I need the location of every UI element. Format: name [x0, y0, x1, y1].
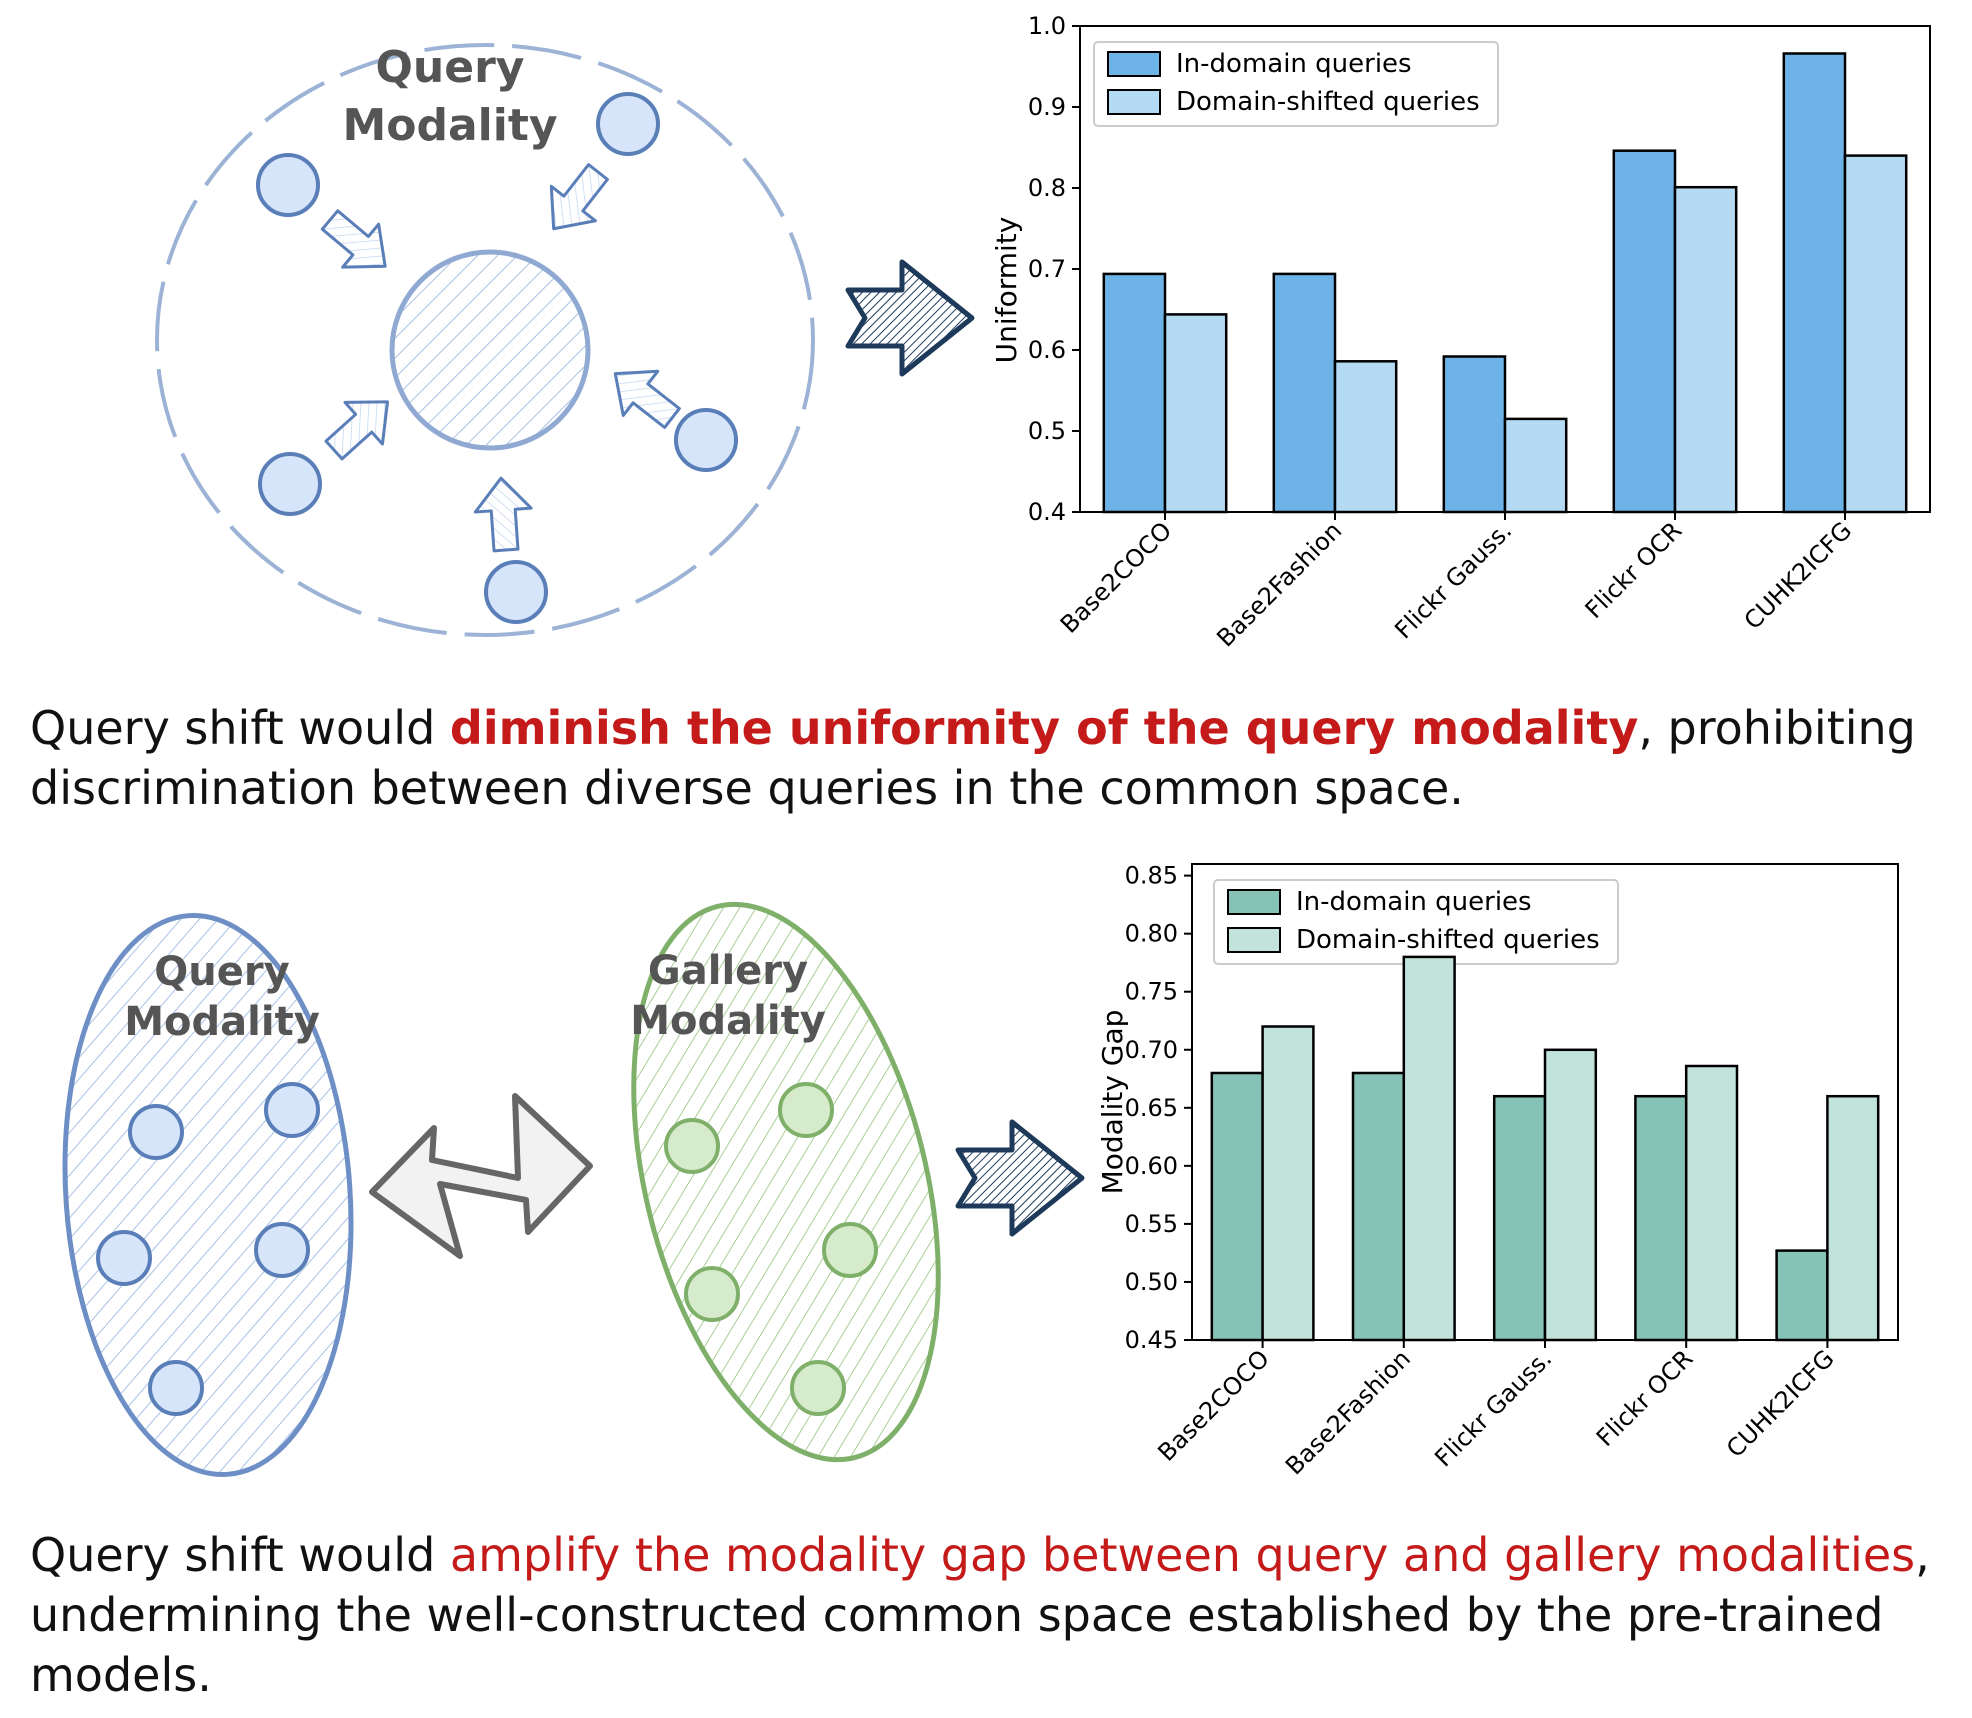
flow-arrow-icon — [845, 259, 975, 377]
uniformity-y-tick-label-3: 0.7 — [1028, 255, 1066, 283]
caption-text-suffix: , undermining the well-constructed commo… — [30, 1528, 1930, 1702]
uniformity-legend: In-domain queries Domain-shifted queries — [1093, 41, 1499, 127]
caption-text-prefix: Query shift would — [30, 701, 450, 755]
uniformity-y-tick-label-1: 0.5 — [1028, 417, 1066, 445]
modality-gap-bar-domain-shifted-3 — [1684, 1064, 1739, 1342]
caption-highlight: diminish the uniformity of the query mod… — [449, 701, 1639, 755]
modality-gap-bar-in-domain-1 — [1351, 1071, 1406, 1342]
legend-swatch-domain-shifted — [1227, 927, 1281, 953]
uniformity-y-tick-label-0: 0.4 — [1028, 498, 1066, 526]
uniformity-bar-in-domain-3 — [1612, 149, 1677, 514]
uniformity-x-tick-label-4: CUHK2ICFG — [1739, 516, 1858, 635]
uniformity-chart: Uniformity In-domain queries Domain-shif… — [990, 12, 1931, 652]
double-arrow-icon — [369, 1093, 593, 1259]
uniformity-bar-domain-shifted-1 — [1333, 360, 1398, 514]
modality-gap-caption: Query shift would amplify the modality g… — [30, 1525, 1950, 1705]
uniformity-y-tick-label-6: 1.0 — [1028, 12, 1066, 40]
uniformity-bar-domain-shifted-2 — [1503, 417, 1568, 514]
modality-gap-chart: Modality Gap In-domain queries Domain-sh… — [1100, 862, 1899, 1480]
modality-gap-bar-domain-shifted-4 — [1826, 1094, 1880, 1342]
legend-frame — [1093, 41, 1499, 127]
legend-swatch-domain-shifted — [1107, 89, 1161, 115]
caption-highlight: amplify the modality gap between query a… — [449, 1528, 1916, 1582]
collapsed-query-cluster — [389, 249, 591, 451]
modality-gap-bar-in-domain-3 — [1634, 1094, 1688, 1342]
flow-arrow-icon — [955, 1119, 1085, 1237]
modality-gap-x-tick-label-2: Flickr Gauss. — [1429, 1344, 1557, 1472]
modality-gap-legend: In-domain queries Domain-shifted queries — [1213, 879, 1619, 965]
gallery-modality-label-line1: Gallery — [648, 948, 808, 994]
modality-gap-x-tick-label-4: CUHK2ICFG — [1721, 1344, 1840, 1463]
modality-gap-x-tick-label-3: Flickr OCR — [1591, 1344, 1699, 1452]
modality-gap-y-tick-label-3: 0.60 — [1125, 1152, 1178, 1180]
modality-gap-y-tick-label-7: 0.80 — [1125, 920, 1178, 948]
uniformity-y-tick-label-5: 0.9 — [1028, 93, 1066, 121]
query-point-icon — [96, 1082, 320, 1416]
legend-label-in-domain: In-domain queries — [1176, 49, 1412, 79]
uniformity-bar-domain-shifted-0 — [1163, 313, 1228, 514]
uniformity-y-tick-label-2: 0.6 — [1028, 336, 1066, 364]
uniformity-bar-in-domain-1 — [1272, 272, 1337, 514]
modality-gap-y-tick-label-2: 0.55 — [1125, 1210, 1178, 1238]
query-modality-label-line2: Modality — [342, 100, 557, 151]
query-modality-region — [62, 913, 354, 1477]
uniformity-diagram: Query Modality — [155, 42, 975, 637]
uniformity-bar-in-domain-4 — [1782, 52, 1847, 514]
uniformity-bar-in-domain-0 — [1102, 272, 1167, 514]
legend-label-domain-shifted: Domain-shifted queries — [1296, 925, 1600, 955]
legend-label-domain-shifted: Domain-shifted queries — [1176, 87, 1480, 117]
query-modality-label-line1: Query — [154, 949, 289, 995]
modality-gap-bar-domain-shifted-1 — [1402, 955, 1456, 1342]
uniformity-y-tick-label-4: 0.8 — [1028, 174, 1066, 202]
uniformity-caption: Query shift would diminish the uniformit… — [30, 698, 1950, 818]
caption-text-suffix: , prohibiting discrimination between div… — [30, 701, 1916, 815]
modality-gap-y-tick-label-4: 0.65 — [1125, 1094, 1178, 1122]
modality-gap-y-axis-label: Modality Gap — [1100, 1010, 1129, 1195]
modality-gap-y-tick-label-0: 0.45 — [1125, 1326, 1178, 1354]
caption-text-prefix: Query shift would — [30, 1528, 450, 1582]
query-modality-label-line2: Modality — [124, 999, 320, 1045]
legend-swatch-in-domain — [1107, 51, 1161, 77]
query-point-icon — [256, 92, 738, 624]
uniformity-x-tick-label-2: Flickr Gauss. — [1389, 516, 1517, 644]
modality-gap-bar-domain-shifted-0 — [1261, 1025, 1315, 1342]
modality-gap-x-tick-label-0: Base2COCO — [1153, 1344, 1275, 1466]
uniformity-x-tick-label-1: Base2Fashion — [1211, 516, 1347, 652]
modality-gap-y-tick-label-1: 0.50 — [1125, 1268, 1178, 1296]
query-modality-label-line1: Query — [376, 42, 525, 93]
uniformity-bar-domain-shifted-3 — [1673, 185, 1738, 514]
modality-gap-y-tick-label-6: 0.75 — [1125, 978, 1178, 1006]
gallery-point-icon — [664, 1082, 878, 1416]
query-space-dashed-boundary — [155, 43, 815, 637]
modality-gap-y-tick-label-5: 0.70 — [1125, 1036, 1178, 1064]
legend-label-in-domain: In-domain queries — [1296, 887, 1532, 917]
uniformity-x-tick-label-3: Flickr OCR — [1580, 516, 1688, 624]
modality-gap-bar-in-domain-4 — [1775, 1249, 1829, 1342]
modality-gap-x-tick-label-1: Base2Fashion — [1280, 1344, 1416, 1480]
uniformity-bar-in-domain-2 — [1442, 355, 1507, 514]
modality-gap-bar-in-domain-2 — [1492, 1094, 1547, 1342]
uniformity-x-tick-label-0: Base2COCO — [1055, 516, 1177, 638]
modality-gap-diagram: Query Modality Gallery Modality — [62, 901, 1085, 1477]
gallery-modality-label-line2: Modality — [630, 998, 826, 1044]
modality-gap-y-tick-label-8: 0.85 — [1125, 862, 1178, 890]
uniformity-y-axis-label: Uniformity — [990, 217, 1023, 364]
inward-arrow-icon — [320, 163, 681, 553]
uniformity-bar-domain-shifted-4 — [1843, 154, 1908, 514]
legend-swatch-in-domain — [1227, 889, 1281, 915]
modality-gap-bar-domain-shifted-2 — [1543, 1048, 1598, 1342]
modality-gap-bar-in-domain-0 — [1210, 1071, 1264, 1342]
